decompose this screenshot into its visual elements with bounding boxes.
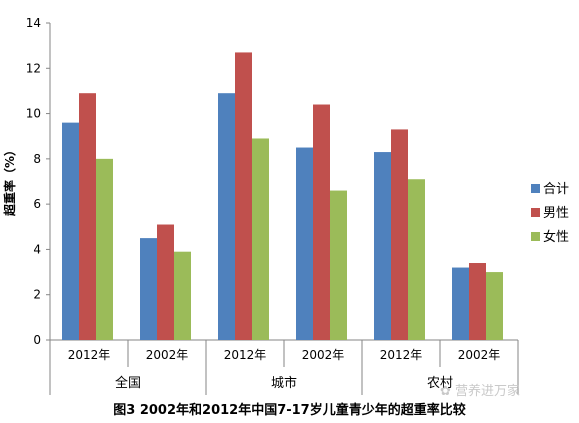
bar-男性-0 [79, 93, 96, 340]
chart-title: 图3 2002年和2012年中国7-17岁儿童青少年的超重率比较 [113, 403, 466, 418]
bars [62, 52, 503, 340]
bar-男性-2 [235, 52, 252, 340]
bar-男性-3 [313, 104, 330, 340]
y-tick-label: 12 [26, 61, 41, 75]
x-category-label: 2002年 [302, 348, 345, 362]
x-group-label: 农村 [427, 376, 453, 391]
bar-女性-4 [408, 179, 425, 340]
legend-label: 合计 [543, 182, 569, 197]
x-category-label: 2002年 [458, 348, 501, 362]
x-category-label: 2012年 [380, 348, 423, 362]
bar-男性-5 [469, 263, 486, 340]
bar-合计-2 [218, 93, 235, 340]
legend-swatch-女性 [531, 232, 540, 241]
y-axis-label: 超重率（%） [2, 144, 17, 217]
x-category-label: 2012年 [68, 348, 111, 362]
x-group-label: 全国 [115, 375, 141, 391]
bar-合计-0 [62, 122, 79, 340]
bar-女性-5 [486, 272, 503, 340]
watermark: ✿ 营养进万家 [440, 380, 520, 399]
bar-男性-4 [391, 129, 408, 340]
bar-女性-0 [96, 158, 113, 340]
bar-男性-1 [157, 224, 174, 340]
x-category-label: 2012年 [224, 348, 267, 362]
bar-合计-5 [452, 267, 469, 340]
y-tick-label: 0 [33, 333, 41, 347]
x-category-label: 2002年 [146, 348, 189, 362]
y-tick-label: 14 [26, 16, 41, 30]
bar-女性-1 [174, 251, 191, 340]
bar-合计-3 [296, 147, 313, 340]
x-group-label: 城市 [271, 375, 297, 391]
axis-labels: 0 2 4 6 8 10 12 14 2012年 2002年 2012年 2002年 2012年 2002… [26, 16, 501, 391]
bar-合计-1 [140, 238, 157, 340]
y-tick-label: 2 [33, 288, 41, 302]
y-tick-label: 6 [33, 197, 41, 211]
y-tick-label: 4 [33, 242, 41, 256]
y-tick-label: 10 [26, 107, 41, 121]
wechat-icon: ✿ [440, 384, 456, 399]
axes [46, 22, 519, 395]
legend-swatch-合计 [531, 184, 540, 193]
y-tick-label: 8 [33, 152, 41, 166]
legend-label: 男性 [543, 206, 569, 221]
legend-swatch-男性 [531, 208, 540, 217]
bar-女性-3 [330, 190, 347, 340]
bar-合计-4 [374, 152, 391, 340]
watermark-text: 营养进万家 [455, 384, 521, 399]
legend-label: 女性 [543, 229, 569, 245]
bar-女性-2 [252, 138, 269, 340]
